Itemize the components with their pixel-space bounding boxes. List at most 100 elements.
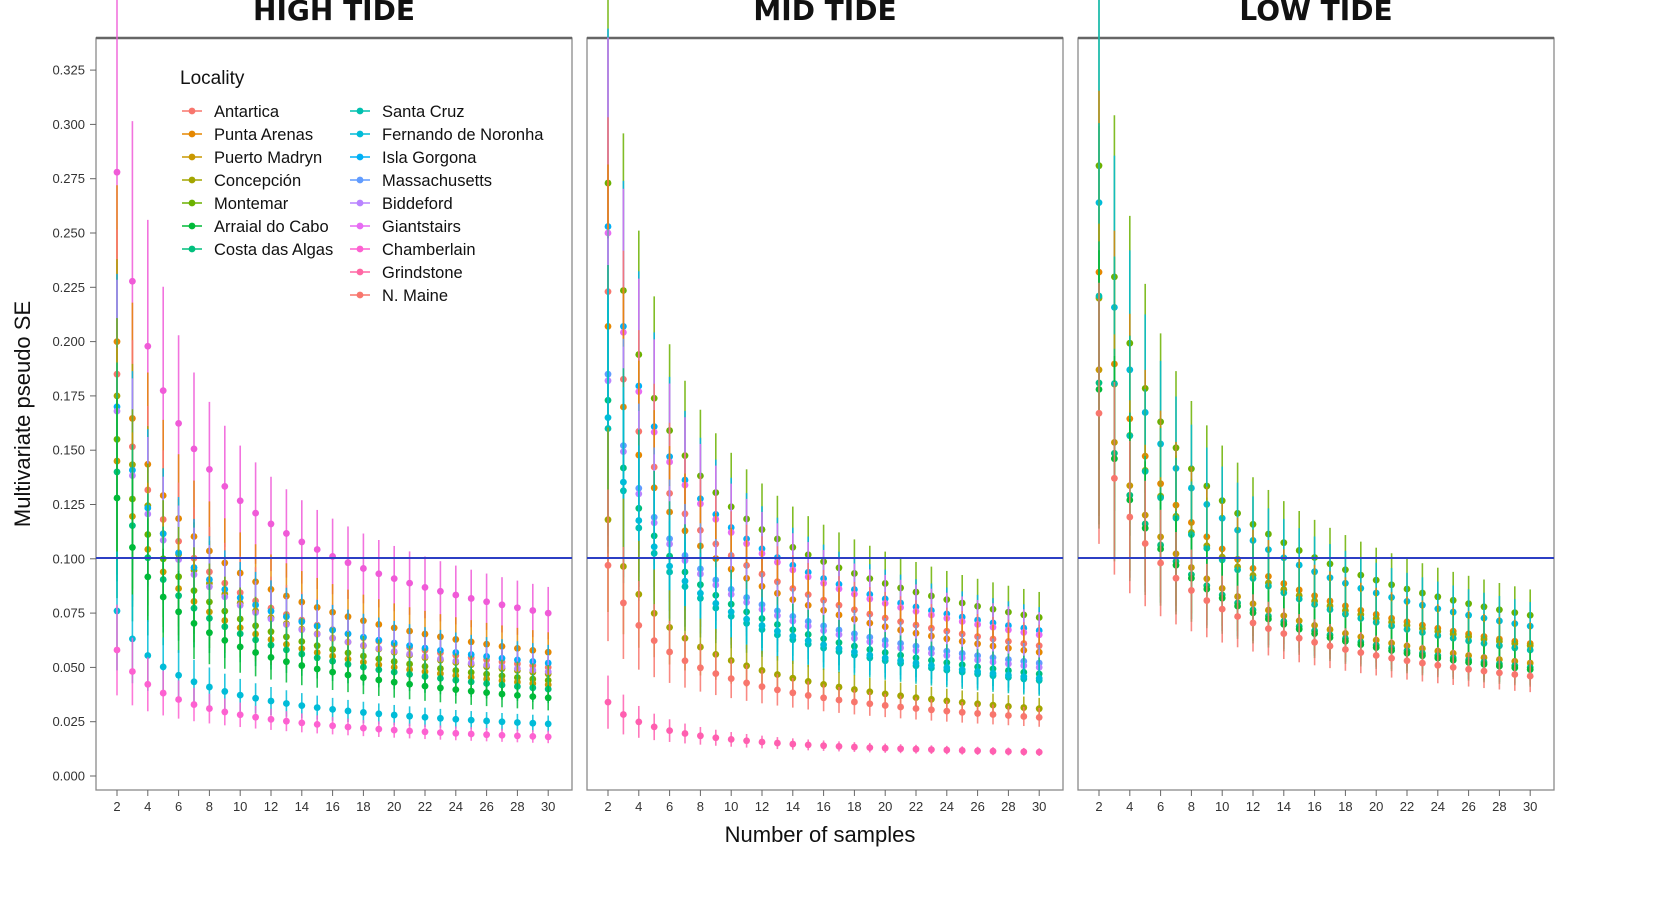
x-tick-label: 8: [206, 799, 213, 814]
y-tick-label: 0.075: [52, 606, 85, 621]
data-point: [129, 668, 136, 675]
data-point: [267, 520, 275, 528]
y-tick-label: 0.300: [52, 117, 85, 132]
data-point: [206, 705, 213, 712]
data-point: [789, 740, 797, 748]
data-point: [421, 682, 429, 690]
legend-key-point: [356, 176, 364, 184]
data-point: [529, 693, 537, 701]
data-point: [681, 730, 689, 737]
data-point: [958, 708, 966, 716]
data-point: [344, 671, 352, 679]
data-point: [1035, 748, 1043, 756]
data-point: [190, 619, 198, 627]
data-point: [529, 607, 537, 614]
data-point: [298, 719, 306, 727]
data-point: [514, 691, 521, 699]
y-tick-label: 0.275: [52, 171, 85, 186]
x-tick-label: 6: [1157, 799, 1164, 814]
x-tick-label: 16: [816, 799, 830, 814]
data-point: [1095, 409, 1103, 417]
data-point: [974, 668, 981, 675]
legend-entry: Isla Gorgona: [350, 149, 477, 167]
data-point: [390, 575, 398, 583]
x-tick-label: 8: [697, 799, 704, 814]
x-tick-label: 14: [786, 799, 800, 814]
data-point: [452, 715, 460, 723]
legend-entry: Puerto Madryn: [182, 149, 322, 167]
data-point: [835, 645, 843, 652]
x-tick-label: 6: [666, 799, 673, 814]
data-point: [390, 678, 398, 686]
series-n-maine: [604, 489, 1043, 727]
x-tick-label: 20: [387, 799, 401, 814]
legend-label: Puerto Madryn: [214, 149, 322, 167]
y-tick-label: 0.200: [52, 334, 85, 349]
data-point: [1035, 713, 1043, 721]
x-tick-label: 8: [1188, 799, 1195, 814]
legend-key-point: [188, 222, 196, 230]
legend-key-point: [356, 199, 364, 207]
legend-key-point: [356, 130, 364, 138]
data-point: [712, 734, 720, 742]
data-point: [329, 722, 336, 730]
x-tick-label: 20: [1369, 799, 1383, 814]
data-point: [1020, 713, 1028, 720]
data-point: [144, 652, 152, 659]
data-point: [743, 679, 750, 687]
data-point: [483, 598, 490, 606]
x-tick-label: 30: [1523, 799, 1537, 814]
data-point: [159, 387, 167, 395]
data-point: [804, 637, 812, 645]
data-point: [1141, 540, 1149, 547]
legend-entry: Massachusetts: [350, 172, 492, 190]
data-point: [483, 689, 490, 697]
x-tick-label: 18: [1338, 799, 1352, 814]
x-tick-label: 12: [1246, 799, 1260, 814]
data-point: [989, 747, 997, 755]
data-point: [727, 608, 735, 616]
legend-label: Giantstairs: [382, 218, 461, 236]
data-point: [697, 589, 704, 597]
x-tick-label: 2: [113, 799, 120, 814]
data-point: [144, 680, 152, 688]
legend-label: Antartica: [214, 103, 280, 121]
data-point: [1342, 646, 1349, 653]
legend-key-point: [188, 130, 196, 138]
data-point: [604, 414, 612, 422]
legend-label: Massachusetts: [382, 172, 492, 190]
data-point: [1357, 649, 1365, 657]
data-point: [666, 648, 673, 656]
data-point: [252, 649, 259, 656]
data-point: [498, 718, 506, 726]
legend-key-point: [188, 245, 196, 253]
data-point: [1311, 638, 1318, 646]
series-grindstone: [604, 675, 1043, 756]
data-point: [298, 702, 306, 710]
legend-entry: Montemar: [182, 195, 289, 213]
data-point: [175, 420, 183, 427]
legend: Locality Antartica Punta Arenas Puerto Mad…: [180, 68, 544, 305]
data-point: [881, 702, 889, 709]
y-axis-ticks: 0.000 0.025 0.050 0.075 0.100 0.125 0.150 0.175…: [52, 63, 96, 784]
x-tick-label: 24: [449, 799, 463, 814]
data-point: [958, 747, 966, 754]
data-point: [897, 745, 904, 753]
data-point: [1388, 654, 1395, 662]
data-point: [1005, 671, 1012, 679]
x-tick-label: 26: [479, 799, 493, 814]
x-tick-label: 26: [970, 799, 984, 814]
data-point: [1111, 474, 1118, 482]
legend-entries: Antartica Punta Arenas Puerto Madryn Concep…: [182, 103, 544, 305]
x-tick-label: 24: [940, 799, 954, 814]
legend-key-point: [356, 222, 364, 230]
panel-title-mid-tide: MID TIDE: [753, 0, 896, 27]
legend-entry: Santa Cruz: [350, 103, 465, 121]
data-point: [774, 739, 781, 747]
data-point: [190, 678, 198, 686]
data-point: [758, 622, 766, 629]
data-point: [467, 730, 475, 738]
data-point: [221, 708, 229, 716]
